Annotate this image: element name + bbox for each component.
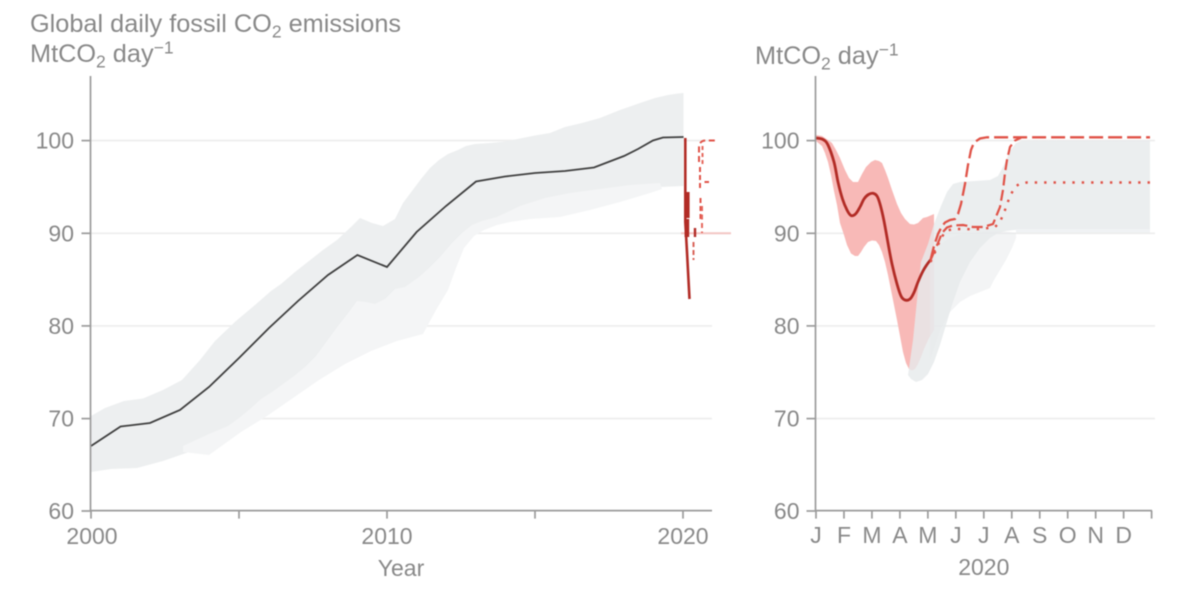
svg-text:2020: 2020 [657, 523, 708, 549]
svg-text:90: 90 [774, 220, 800, 246]
svg-text:80: 80 [774, 313, 800, 339]
svg-text:100: 100 [36, 128, 74, 154]
svg-text:F: F [837, 522, 851, 548]
svg-text:2000: 2000 [66, 523, 117, 549]
svg-text:A: A [892, 522, 908, 548]
svg-text:Year: Year [378, 555, 425, 581]
svg-text:D: D [1115, 522, 1132, 548]
svg-text:N: N [1087, 522, 1104, 548]
svg-text:2010: 2010 [361, 523, 412, 549]
svg-text:100: 100 [761, 128, 799, 154]
svg-text:70: 70 [48, 406, 74, 432]
svg-text:J: J [810, 522, 822, 548]
svg-text:MtCO2 day−1: MtCO2 day−1 [30, 38, 174, 72]
svg-text:S: S [1032, 522, 1047, 548]
svg-text:A: A [1004, 522, 1020, 548]
svg-text:80: 80 [48, 313, 74, 339]
svg-text:60: 60 [48, 498, 74, 524]
svg-text:2020: 2020 [958, 554, 1009, 580]
svg-text:O: O [1059, 522, 1077, 548]
svg-text:J: J [978, 522, 990, 548]
svg-text:90: 90 [48, 220, 74, 246]
svg-text:J: J [950, 522, 962, 548]
svg-text:M: M [918, 522, 937, 548]
svg-text:Global daily fossil CO2 emissi: Global daily fossil CO2 emissions [30, 10, 401, 42]
svg-text:60: 60 [774, 498, 800, 524]
svg-text:M: M [862, 522, 881, 548]
svg-text:70: 70 [774, 406, 800, 432]
